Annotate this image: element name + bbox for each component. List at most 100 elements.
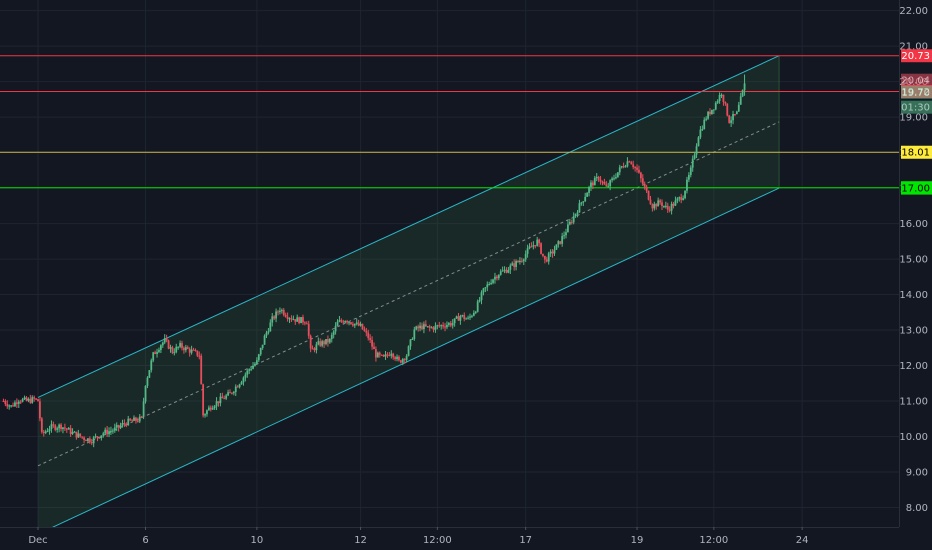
- candle-body: [204, 414, 206, 416]
- candle-body: [659, 200, 661, 203]
- candle-body: [490, 282, 493, 284]
- candle-body: [2, 401, 5, 403]
- candle-body: [90, 442, 93, 444]
- candle-body: [275, 311, 277, 319]
- candle-body: [670, 203, 673, 211]
- candle-body: [373, 346, 375, 350]
- candle-body: [695, 146, 698, 155]
- candle-body: [140, 416, 143, 418]
- price-badge-19.70-text: 19.70: [901, 88, 930, 99]
- candle-body: [353, 323, 356, 326]
- candle-body: [156, 351, 158, 354]
- candle-body: [113, 427, 116, 431]
- candle-body: [159, 345, 162, 350]
- candle-body: [217, 401, 220, 404]
- candle-body: [624, 166, 627, 168]
- candle-body: [252, 365, 254, 369]
- candle-body: [657, 200, 660, 207]
- candle-body: [242, 377, 245, 383]
- candle-body: [196, 350, 199, 356]
- candle-body: [298, 317, 301, 324]
- candle-body: [399, 360, 402, 363]
- candle-body: [520, 260, 523, 262]
- candle-body: [225, 395, 228, 399]
- price-tick-label: 8.00: [906, 503, 928, 514]
- candle-body: [691, 158, 694, 168]
- candle-body: [465, 318, 468, 320]
- candle-body: [179, 343, 181, 347]
- candle-body: [588, 186, 590, 193]
- candle-body: [357, 322, 360, 326]
- candle-body: [680, 197, 683, 201]
- time-axis[interactable]: Dec 6 10 12 12:00 17 19 12:00 24: [0, 527, 932, 550]
- candle-body: [271, 316, 274, 323]
- price-tick-label: 10.00: [899, 432, 928, 443]
- candle-body: [303, 322, 306, 324]
- candle-body: [703, 119, 706, 130]
- candle-body: [676, 198, 679, 201]
- candle-body: [296, 317, 299, 322]
- candle-body: [371, 339, 373, 347]
- candle-body: [223, 398, 226, 400]
- candle-body: [52, 424, 55, 426]
- candle-body: [549, 251, 552, 254]
- candle-body: [117, 425, 120, 428]
- candle-body: [158, 349, 160, 352]
- price-tick-label: 13.00: [899, 326, 928, 337]
- candle-body: [87, 438, 89, 442]
- candle-body: [591, 182, 594, 186]
- candle-body: [8, 405, 11, 407]
- candle-body: [96, 436, 99, 438]
- candle-body: [94, 436, 97, 438]
- candle-body: [428, 326, 431, 328]
- candle-body: [257, 354, 260, 361]
- candle-body: [211, 408, 214, 410]
- candle-body: [40, 418, 43, 432]
- candle-body: [21, 399, 24, 402]
- candle-body: [215, 401, 218, 407]
- candle-body: [547, 253, 550, 262]
- candle-body: [411, 339, 414, 341]
- candle-body: [388, 355, 391, 357]
- level-badge-18.01-bg: [901, 145, 932, 159]
- candle-body: [175, 346, 178, 353]
- candle-body: [666, 205, 669, 210]
- candle-body: [110, 430, 112, 432]
- candle-body: [375, 349, 377, 358]
- candle-body: [209, 407, 212, 410]
- candle-body: [663, 205, 665, 207]
- candle-body: [678, 197, 681, 199]
- candle-body: [451, 323, 454, 326]
- candle-body: [62, 427, 64, 430]
- candle-body: [386, 354, 389, 356]
- candle-body: [350, 322, 352, 325]
- candle-body: [714, 102, 717, 110]
- candle-body: [553, 249, 556, 254]
- candle-body: [255, 360, 258, 364]
- candle-body: [250, 368, 253, 370]
- candle-body: [522, 259, 525, 262]
- candle-body: [578, 203, 581, 213]
- candle-body: [536, 239, 539, 246]
- candle-body: [6, 403, 9, 407]
- channel-lower-line: [37, 187, 780, 535]
- candle-body: [718, 94, 721, 101]
- candle-body: [471, 315, 473, 317]
- candle-body: [593, 177, 596, 186]
- candle-body: [334, 325, 337, 332]
- candle-body: [407, 346, 410, 356]
- candle-body: [236, 386, 239, 388]
- candle-body: [384, 354, 387, 357]
- candle-body: [467, 317, 469, 319]
- candle-body: [277, 311, 279, 313]
- candle-body: [17, 401, 20, 404]
- candle-body: [183, 347, 185, 351]
- candle-body: [499, 271, 502, 275]
- candle-body: [31, 397, 34, 403]
- candle-body: [60, 424, 62, 430]
- candle-body: [668, 209, 671, 211]
- candle-body: [232, 392, 235, 394]
- candle-body: [35, 398, 37, 400]
- candle-body: [432, 327, 435, 330]
